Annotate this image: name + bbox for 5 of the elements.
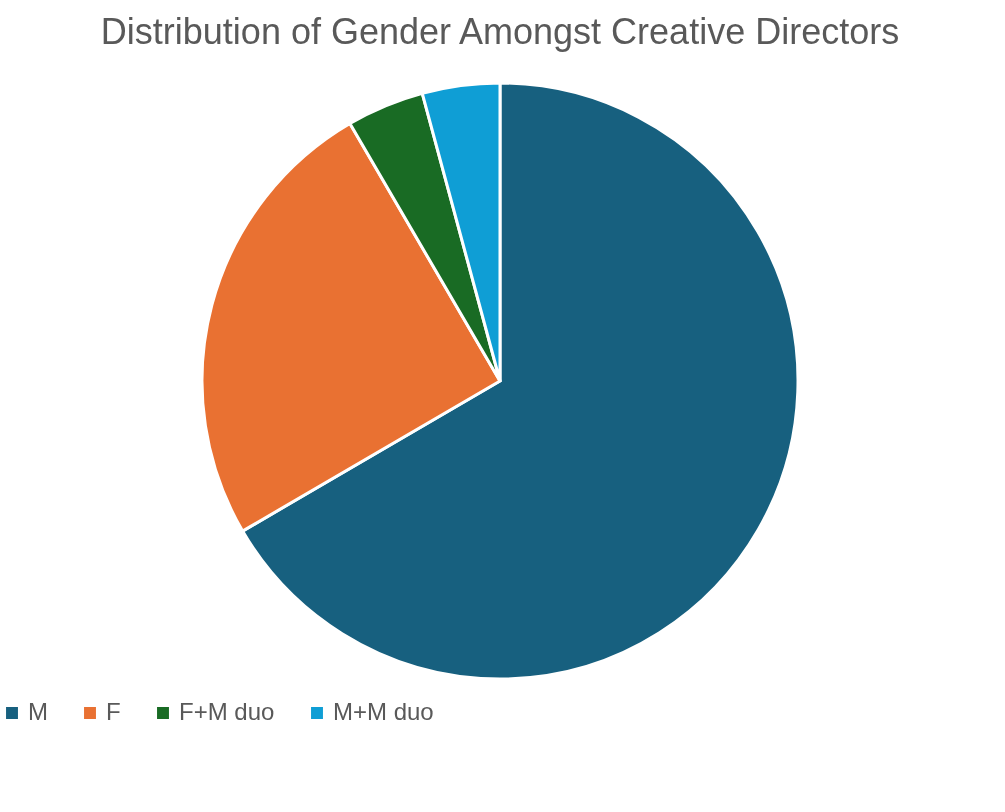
legend-label: F+M duo (179, 698, 275, 725)
legend-label: M (28, 698, 48, 725)
legend-label: M+M duo (333, 698, 434, 725)
chart-title: Distribution of Gender Amongst Creative Directors (100, 11, 900, 52)
legend-label: F (106, 698, 121, 725)
